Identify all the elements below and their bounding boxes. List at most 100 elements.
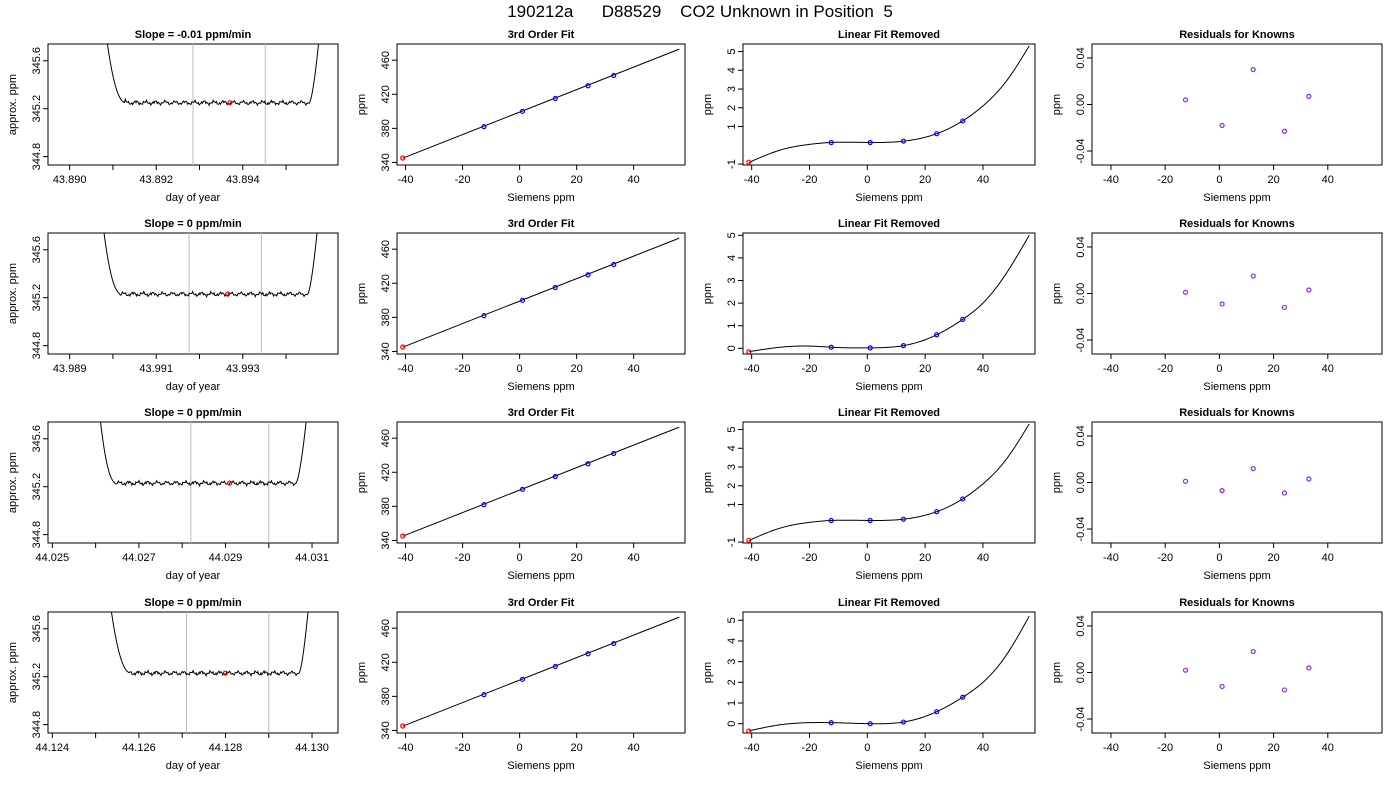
- y-tick-label: 5: [726, 48, 738, 54]
- known-point: [611, 450, 617, 457]
- known-point: [519, 297, 526, 303]
- y-tick-label: -0.04: [1075, 327, 1087, 352]
- known-point: [552, 284, 558, 291]
- panel-title: Slope = 0 ppm/min: [144, 597, 242, 609]
- known-point: [519, 486, 526, 492]
- x-tick-label: 40: [628, 742, 640, 754]
- data-trace: [106, 44, 320, 107]
- x-tick-label: 40: [628, 174, 640, 186]
- plot-area: [1182, 648, 1312, 693]
- plot-frame: [396, 43, 686, 166]
- x-axis-label: day of year: [166, 192, 221, 204]
- y-axis-label: ppm: [702, 94, 714, 115]
- x-tick-label: 44.128: [209, 742, 243, 754]
- panel-title: Residuals for Knowns: [1179, 407, 1295, 419]
- sample-point: [227, 100, 233, 106]
- x-tick-label: 0: [864, 174, 870, 186]
- plot-area: [103, 233, 318, 354]
- x-tick-label: -20: [455, 174, 471, 186]
- known-point: [585, 461, 591, 467]
- known-point: [867, 721, 873, 727]
- y-axis-label: approx. ppm: [7, 263, 19, 324]
- y-tick-label: 0.04: [1075, 615, 1087, 636]
- panel-title: Residuals for Knowns: [1179, 597, 1295, 609]
- x-tick-label: 44.031: [295, 552, 329, 564]
- y-axis-label: approx. ppm: [7, 642, 19, 703]
- plot-frame: [1091, 232, 1383, 355]
- x-tick-label: 43.989: [53, 363, 87, 375]
- known-point: [585, 83, 591, 89]
- x-axis-label: Siemens ppm: [1203, 760, 1270, 772]
- y-axis-label: approx. ppm: [7, 452, 19, 513]
- x-tick-label: -20: [455, 742, 471, 754]
- plot-area: [746, 423, 1030, 543]
- x-tick-label: -40: [398, 552, 414, 564]
- x-tick-label: 44.025: [36, 552, 70, 564]
- x-tick-label: 0: [1216, 174, 1222, 186]
- y-axis-label: ppm: [356, 94, 368, 115]
- known-point: [585, 272, 591, 278]
- panel-title: 3rd Order Fit: [508, 597, 575, 609]
- sample-point: [225, 291, 231, 297]
- y-tick-label: 2: [726, 679, 738, 685]
- residual-point: [1219, 301, 1225, 307]
- known-point: [611, 640, 617, 647]
- x-axis-label: day of year: [166, 760, 221, 772]
- x-tick-label: 0: [517, 174, 523, 186]
- panel-time-series-2: Slope = 0 ppm/min 43.989 43.991 43.993 344.8…: [7, 218, 339, 393]
- y-tick-label: 380: [380, 497, 392, 515]
- x-tick-label: -20: [455, 363, 471, 375]
- x-tick-label: 40: [977, 552, 989, 564]
- residual-point: [1250, 465, 1256, 472]
- x-tick-label: -20: [802, 742, 818, 754]
- x-tick-label: -40: [744, 174, 760, 186]
- panel-linear-removed-3: Linear Fit Removed -40 -20 0 20 40 -1 1 2 3 4 5 Siem…: [702, 407, 1036, 582]
- panel-residuals-2: Residuals for Knowns -40 -20 0 20 40 -0.04 0.00…: [1051, 218, 1383, 393]
- y-tick-label: 344.8: [31, 711, 43, 739]
- x-tick-label: 0: [1216, 363, 1222, 375]
- x-tick-label: 0: [864, 742, 870, 754]
- y-tick-label: 2: [726, 300, 738, 306]
- x-tick-label: 0: [517, 552, 523, 564]
- x-axis-label: Siemens ppm: [855, 192, 922, 204]
- plot-frame: [1091, 421, 1383, 544]
- unknown-point: [746, 159, 752, 165]
- x-axis-label: day of year: [166, 381, 221, 393]
- x-axis-label: Siemens ppm: [1203, 570, 1270, 582]
- y-tick-label: 345.2: [31, 663, 43, 691]
- panel-time-series-4: Slope = 0 ppm/min 44.124 44.126 44.128 44.13…: [7, 597, 339, 772]
- panel-title: Slope = 0 ppm/min: [144, 407, 242, 419]
- known-point: [552, 473, 558, 480]
- y-tick-label: 345.6: [31, 236, 43, 264]
- x-tick-label: -40: [398, 174, 414, 186]
- panel-title: Slope = -0.01 ppm/min: [135, 29, 252, 41]
- x-tick-label: 0: [864, 552, 870, 564]
- y-tick-label: 0.00: [1075, 94, 1087, 115]
- y-tick-label: -0.04: [1075, 706, 1087, 731]
- plot-frame: [47, 421, 339, 544]
- x-tick-label: 20: [919, 174, 931, 186]
- y-tick-label: 340: [380, 721, 392, 739]
- x-tick-label: 40: [1322, 742, 1334, 754]
- x-tick-label: 20: [919, 363, 931, 375]
- panel-fit-4: 3rd Order Fit -40 -20 0 20 40 340 380 420 460 Siem…: [356, 597, 686, 772]
- panel-title: Residuals for Knowns: [1179, 218, 1295, 230]
- plot-area: [746, 45, 1030, 165]
- y-axis-label: ppm: [702, 472, 714, 493]
- known-point: [519, 676, 526, 682]
- y-tick-label: 3: [726, 86, 738, 92]
- y-tick-label: 3: [726, 464, 738, 470]
- x-tick-label: 44.124: [36, 742, 70, 754]
- sample-point: [227, 480, 233, 486]
- y-tick-label: 5: [726, 232, 738, 238]
- unknown-point: [746, 349, 752, 354]
- y-tick-label: 345.6: [31, 47, 43, 75]
- y-tick-label: 460: [380, 240, 392, 258]
- panel-title: 3rd Order Fit: [508, 407, 575, 419]
- x-tick-label: 20: [571, 742, 583, 754]
- x-tick-label: -20: [455, 552, 471, 564]
- y-tick-label: 0.00: [1075, 662, 1087, 683]
- unknown-point: [400, 723, 406, 729]
- residual-point: [1219, 488, 1225, 494]
- panel-title: Residuals for Knowns: [1179, 29, 1295, 41]
